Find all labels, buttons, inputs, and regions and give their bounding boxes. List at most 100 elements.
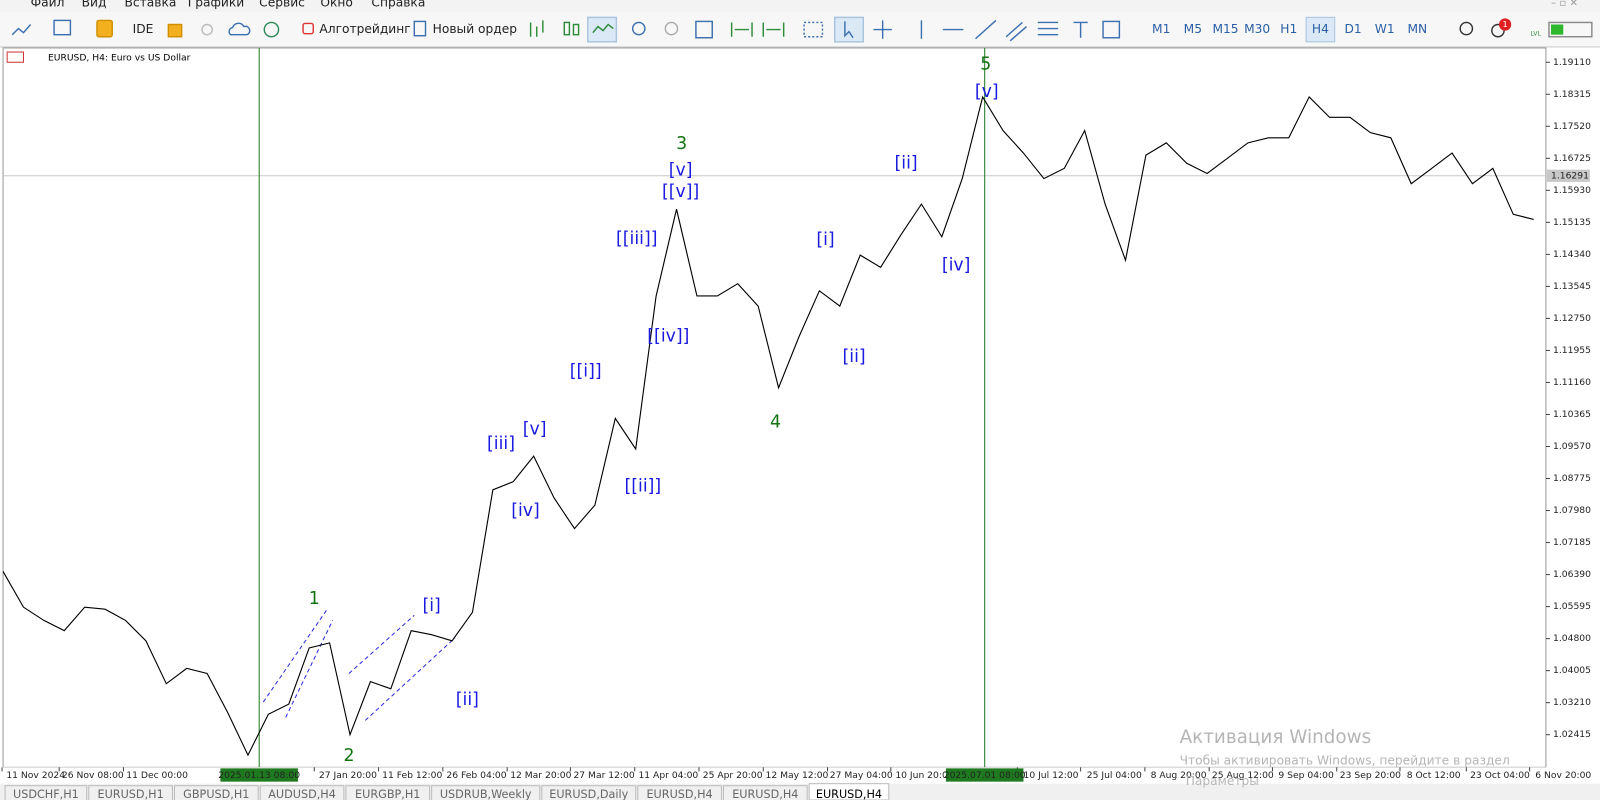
shapes-icon[interactable] (1102, 20, 1121, 39)
wave-label: 3 (676, 134, 687, 154)
y-tick-label: 1.19110 (1553, 57, 1591, 68)
tab-label[interactable]: GBPUSD,H1 (183, 788, 249, 800)
y-tick-label: 1.17520 (1553, 121, 1591, 132)
y-tick-label: 1.12750 (1553, 313, 1591, 324)
zoom-out-icon[interactable] (664, 21, 679, 36)
price-line (2, 95, 1534, 757)
tab[interactable] (4, 785, 88, 800)
bars-icon[interactable] (529, 20, 544, 37)
channel-icon[interactable] (1005, 21, 1028, 42)
menu-bar (0, 0, 1600, 13)
menu-item[interactable]: Сервис (259, 0, 305, 10)
wave-label: [[iii]] (616, 229, 657, 249)
timeframe-button[interactable]: M1 (1152, 22, 1170, 36)
y-tick-label: 1.10365 (1553, 409, 1591, 420)
price-axis (1546, 47, 1600, 768)
tab-label[interactable]: EURUSD,H4 (816, 788, 882, 800)
text-icon[interactable] (1073, 21, 1088, 38)
tab-label[interactable]: AUDUSD,H4 (268, 788, 336, 800)
battery-icon (1548, 21, 1593, 38)
new-order-button[interactable]: Новый ордер (433, 22, 518, 36)
radio-icon[interactable] (201, 23, 213, 36)
tab-label[interactable]: USDRUB,Weekly (440, 788, 532, 800)
crosshair-icon[interactable] (873, 20, 892, 39)
menu-item[interactable]: Справка (371, 0, 425, 10)
timeframe-button[interactable]: M5 (1184, 22, 1202, 36)
timeframe-button[interactable]: W1 (1375, 22, 1395, 36)
tab-label[interactable]: EURUSD,Daily (549, 788, 628, 800)
candles-icon-2[interactable] (572, 23, 580, 36)
wave-label: [[i]] (570, 361, 602, 381)
vertical-line-date-box (220, 768, 298, 782)
menu-item[interactable]: Вид (82, 0, 107, 10)
menu-item[interactable]: Окно (320, 0, 353, 10)
cloud-icon[interactable] (228, 22, 251, 36)
market-icon[interactable] (96, 19, 113, 38)
tab-label[interactable]: USDCHF,H1 (13, 788, 79, 800)
fibo-icon[interactable] (1037, 21, 1059, 36)
tab[interactable] (88, 785, 173, 800)
tile-icon[interactable] (695, 20, 713, 39)
tab[interactable] (541, 785, 637, 800)
screenshot-icon[interactable] (803, 21, 824, 38)
activation-link[interactable]: Параметры (1186, 774, 1259, 788)
y-tick-label: 1.02415 (1553, 729, 1591, 740)
tab[interactable] (259, 785, 345, 800)
x-tick-label: 6 Nov 20:00 (1535, 770, 1591, 781)
activation-text: Чтобы активировать Windows, перейдите в … (1180, 754, 1510, 768)
vps-icon[interactable] (263, 21, 280, 38)
wave-label: [iii] (487, 434, 515, 454)
shift-icon[interactable] (730, 22, 753, 37)
x-tick-label: 11 Nov 2024 (6, 770, 65, 781)
menu-item[interactable]: Вставка (124, 0, 176, 10)
vertical-line-date-box (945, 768, 1024, 782)
menu-item[interactable]: Графики (188, 0, 244, 10)
cursor-button[interactable] (833, 16, 864, 43)
tab-label[interactable]: EURUSD,H1 (98, 788, 164, 800)
timeframe-button[interactable]: H1 (1280, 22, 1297, 36)
signals-icon[interactable] (167, 23, 183, 38)
y-tick-label: 1.05595 (1553, 601, 1591, 612)
tab-label[interactable]: EURGBP,H1 (355, 788, 420, 800)
algotrading-button[interactable]: Алготрейдинг (319, 22, 410, 36)
ide-button[interactable]: IDE (133, 22, 154, 36)
x-tick-label: 25 Jul 04:00 (1087, 770, 1142, 781)
channel-line (285, 620, 334, 718)
x-tick-label: 11 Feb 12:00 (382, 770, 442, 781)
tab-label[interactable]: EURUSD,H4 (732, 788, 798, 800)
order-icon[interactable] (413, 20, 427, 37)
window-controls[interactable]: – ▫ ✕ (1551, 0, 1578, 9)
templates-icon[interactable] (53, 19, 72, 36)
y-tick-label: 1.11160 (1553, 377, 1591, 388)
menu-item[interactable]: Файл (31, 0, 65, 10)
timeframe-button[interactable]: MN (1407, 22, 1427, 36)
tab-label[interactable]: EURUSD,H4 (646, 788, 712, 800)
y-tick-label: 1.13545 (1553, 281, 1591, 292)
timeframe-button[interactable]: M30 (1244, 22, 1270, 36)
x-tick-label: 10 Jul 12:00 (1024, 770, 1079, 781)
vertical-line-date: 2025.07.01 08:00 (944, 770, 1026, 781)
timeframe-button[interactable]: M15 (1212, 22, 1238, 36)
y-tick-label: 1.06390 (1553, 569, 1591, 580)
tab-active[interactable] (808, 783, 890, 800)
candles-icon[interactable] (563, 21, 571, 36)
zoom-in-icon[interactable] (631, 21, 646, 36)
tab[interactable] (431, 785, 541, 800)
line-mode-button[interactable] (587, 16, 618, 43)
y-tick-label: 1.04800 (1553, 633, 1591, 644)
algo-icon[interactable] (302, 22, 314, 35)
x-tick-label: 27 May 04:00 (830, 770, 893, 781)
timeframe-button[interactable]: H4 (1312, 22, 1329, 36)
tab[interactable] (345, 785, 431, 800)
tab[interactable] (173, 785, 259, 800)
tab[interactable] (722, 785, 808, 800)
notifications-icon[interactable] (1491, 23, 1505, 38)
trendline-icon[interactable] (975, 19, 997, 40)
tab[interactable] (637, 785, 722, 800)
autoscroll-icon[interactable] (762, 22, 785, 37)
search-icon[interactable] (1459, 21, 1474, 36)
line-chart-icon[interactable] (11, 24, 32, 36)
timeframe-button[interactable]: D1 (1344, 22, 1361, 36)
